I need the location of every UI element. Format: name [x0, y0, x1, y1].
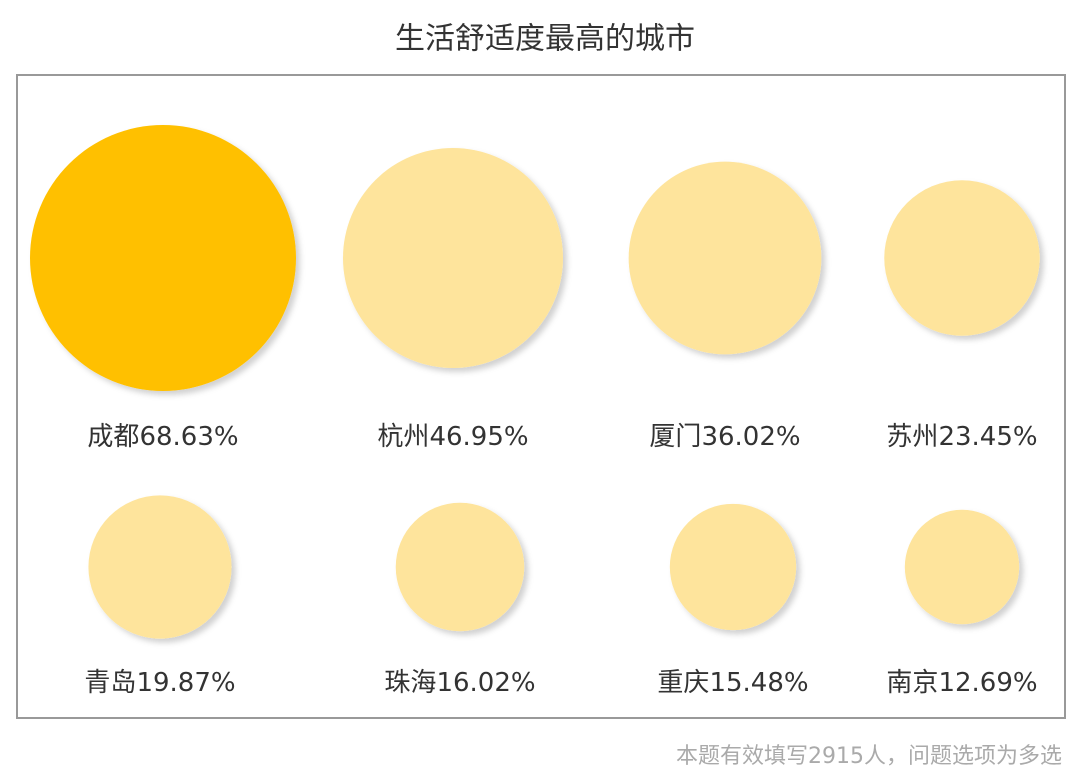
category-label: 成都: [87, 422, 139, 452]
value-label: 16.02%: [436, 668, 535, 698]
value-label: 15.48%: [709, 668, 808, 698]
category-label: 重庆: [657, 668, 709, 698]
bubble-label: 杭州46.95%: [377, 422, 528, 452]
value-label: 12.69%: [938, 668, 1037, 698]
category-label: 南京: [886, 668, 938, 698]
bubble-label: 重庆15.48%: [657, 668, 808, 698]
value-label: 36.02%: [701, 422, 800, 452]
bubble-label: 南京12.69%: [886, 668, 1037, 698]
value-label: 68.63%: [139, 422, 238, 452]
category-label: 珠海: [384, 668, 436, 698]
bubble: [904, 509, 1020, 625]
bubble: [884, 180, 1040, 336]
value-label: 46.95%: [429, 422, 528, 452]
category-label: 苏州: [886, 422, 938, 452]
bubble: [669, 503, 797, 631]
category-label: 杭州: [377, 422, 429, 452]
chart-title: 生活舒适度最高的城市: [395, 22, 695, 57]
bubble-label: 成都68.63%: [87, 422, 238, 452]
bubble: [30, 125, 296, 391]
footnote: 本题有效填写2915人，问题选项为多选: [676, 744, 1062, 769]
bubble-label: 珠海16.02%: [384, 668, 535, 698]
bubble-label: 厦门36.02%: [649, 422, 800, 452]
category-label: 青岛: [84, 668, 136, 698]
bubble: [342, 147, 564, 369]
bubble-label: 青岛19.87%: [84, 668, 235, 698]
value-label: 19.87%: [136, 668, 235, 698]
bubble: [395, 502, 525, 632]
frame: [16, 74, 1066, 719]
bubble: [628, 161, 822, 355]
bubble-label: 苏州23.45%: [886, 422, 1037, 452]
value-label: 23.45%: [938, 422, 1037, 452]
bubble: [88, 495, 232, 639]
category-label: 厦门: [649, 422, 701, 452]
